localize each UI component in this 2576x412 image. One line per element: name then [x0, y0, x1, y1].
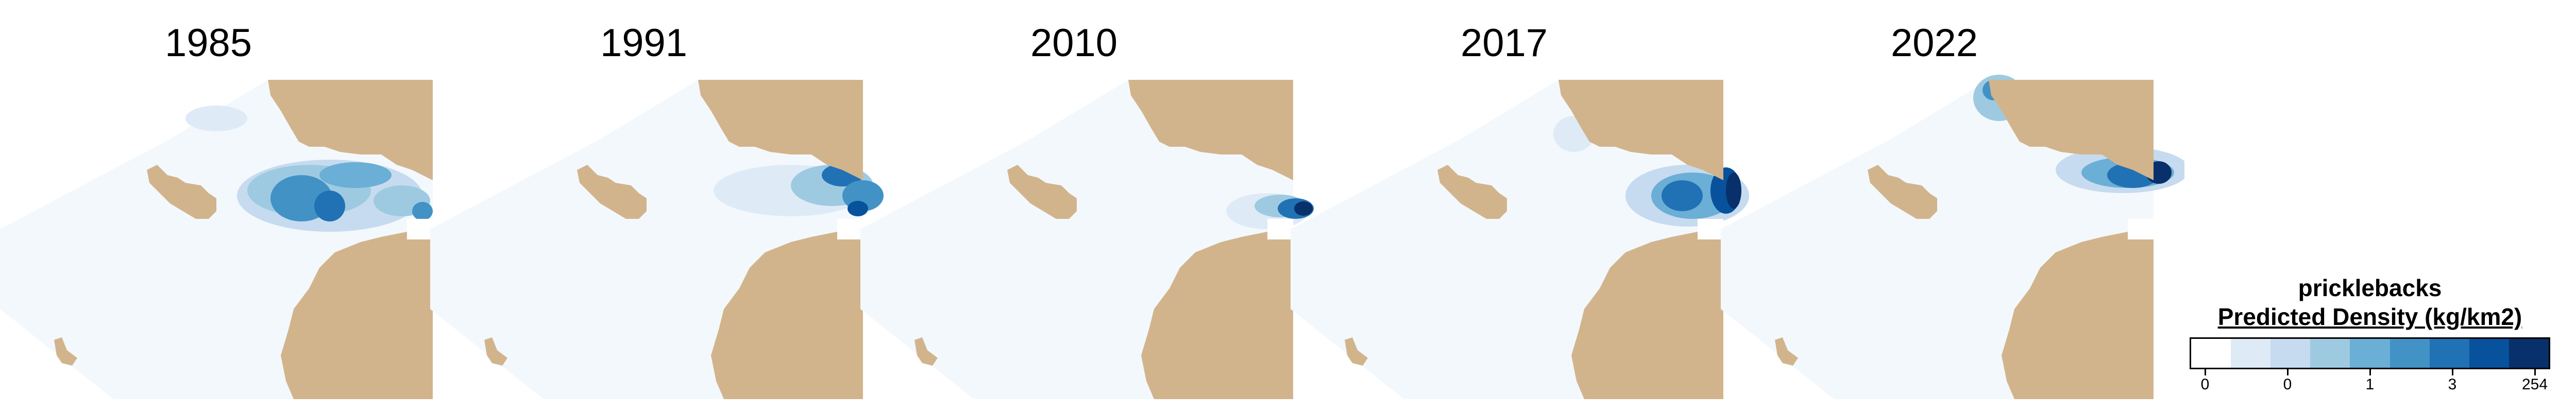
legend-bin	[2350, 339, 2390, 368]
map-panel-2017: 2017	[1291, 0, 1754, 412]
legend-bin	[2389, 339, 2430, 368]
landmass-south	[711, 227, 863, 399]
density-patch	[1662, 180, 1703, 211]
landmass-south	[281, 227, 433, 399]
small-island	[1775, 337, 1798, 366]
panel-year-label: 2017	[1461, 21, 1548, 65]
map-panel-2022: 2022	[1721, 0, 2184, 412]
density-patch	[1294, 201, 1313, 216]
legend-tick	[2534, 369, 2536, 375]
legend-tick	[2369, 369, 2371, 375]
density-patch	[848, 201, 868, 216]
legend-tick-label: 0	[2283, 376, 2292, 393]
density-map	[860, 80, 1314, 399]
legend-bin	[2231, 339, 2271, 368]
small-island	[54, 337, 77, 366]
legend-tick	[2287, 369, 2289, 375]
panel-year-label: 1985	[165, 21, 252, 65]
legend-bin	[2429, 339, 2469, 368]
island	[577, 165, 647, 219]
legend-tick-label: 254	[2521, 376, 2548, 393]
legend-color-bar	[2190, 337, 2550, 369]
legend-species-label: pricklebacks	[2298, 274, 2442, 301]
landmass-south	[1141, 227, 1293, 399]
legend-tick-label: 1	[2365, 376, 2375, 393]
legend-tick-label: 0	[2200, 376, 2210, 393]
landmass-north	[1989, 80, 2154, 180]
density-patch	[319, 162, 392, 188]
landmass-north	[698, 80, 863, 180]
legend-bin	[2509, 339, 2549, 368]
island	[147, 165, 216, 219]
legend-title: Predicted Density (kg/km2)	[2217, 303, 2522, 330]
density-patch	[412, 202, 433, 220]
legend-bin	[2270, 339, 2311, 368]
landmass-north	[1128, 80, 1293, 180]
panel-year-label: 2010	[1030, 21, 1118, 65]
panel-year-label: 2022	[1891, 21, 1978, 65]
island	[1007, 165, 1077, 219]
legend-tick	[2205, 369, 2206, 375]
map-panel-2010: 2010	[860, 0, 1324, 412]
density-map	[430, 80, 884, 399]
density-patch	[185, 106, 247, 131]
legend-tick	[2452, 369, 2453, 375]
legend-bin	[2469, 339, 2509, 368]
legend-bin	[2310, 339, 2350, 368]
island	[1868, 165, 1937, 219]
landmass-north	[1558, 80, 1723, 180]
small-island	[1345, 337, 1368, 366]
density-legend: pricklebacks Predicted Density (kg/km2) …	[2184, 268, 2555, 402]
map-panel-1985: 1985	[0, 0, 464, 412]
landmass-north	[268, 80, 433, 180]
legend-tick-label: 3	[2448, 376, 2457, 393]
density-patch	[314, 191, 345, 221]
small-island	[914, 337, 938, 366]
small-island	[484, 337, 507, 366]
landmass-south	[1571, 227, 1723, 399]
density-map	[1291, 80, 1749, 399]
legend-bin	[2191, 339, 2231, 368]
density-map	[1721, 75, 2184, 399]
island	[1437, 165, 1507, 219]
density-patch	[1726, 173, 1741, 209]
landmass-south	[2002, 227, 2154, 399]
density-map	[0, 80, 433, 399]
panel-year-label: 1991	[600, 21, 688, 65]
map-panel-1991: 1991	[430, 0, 894, 412]
